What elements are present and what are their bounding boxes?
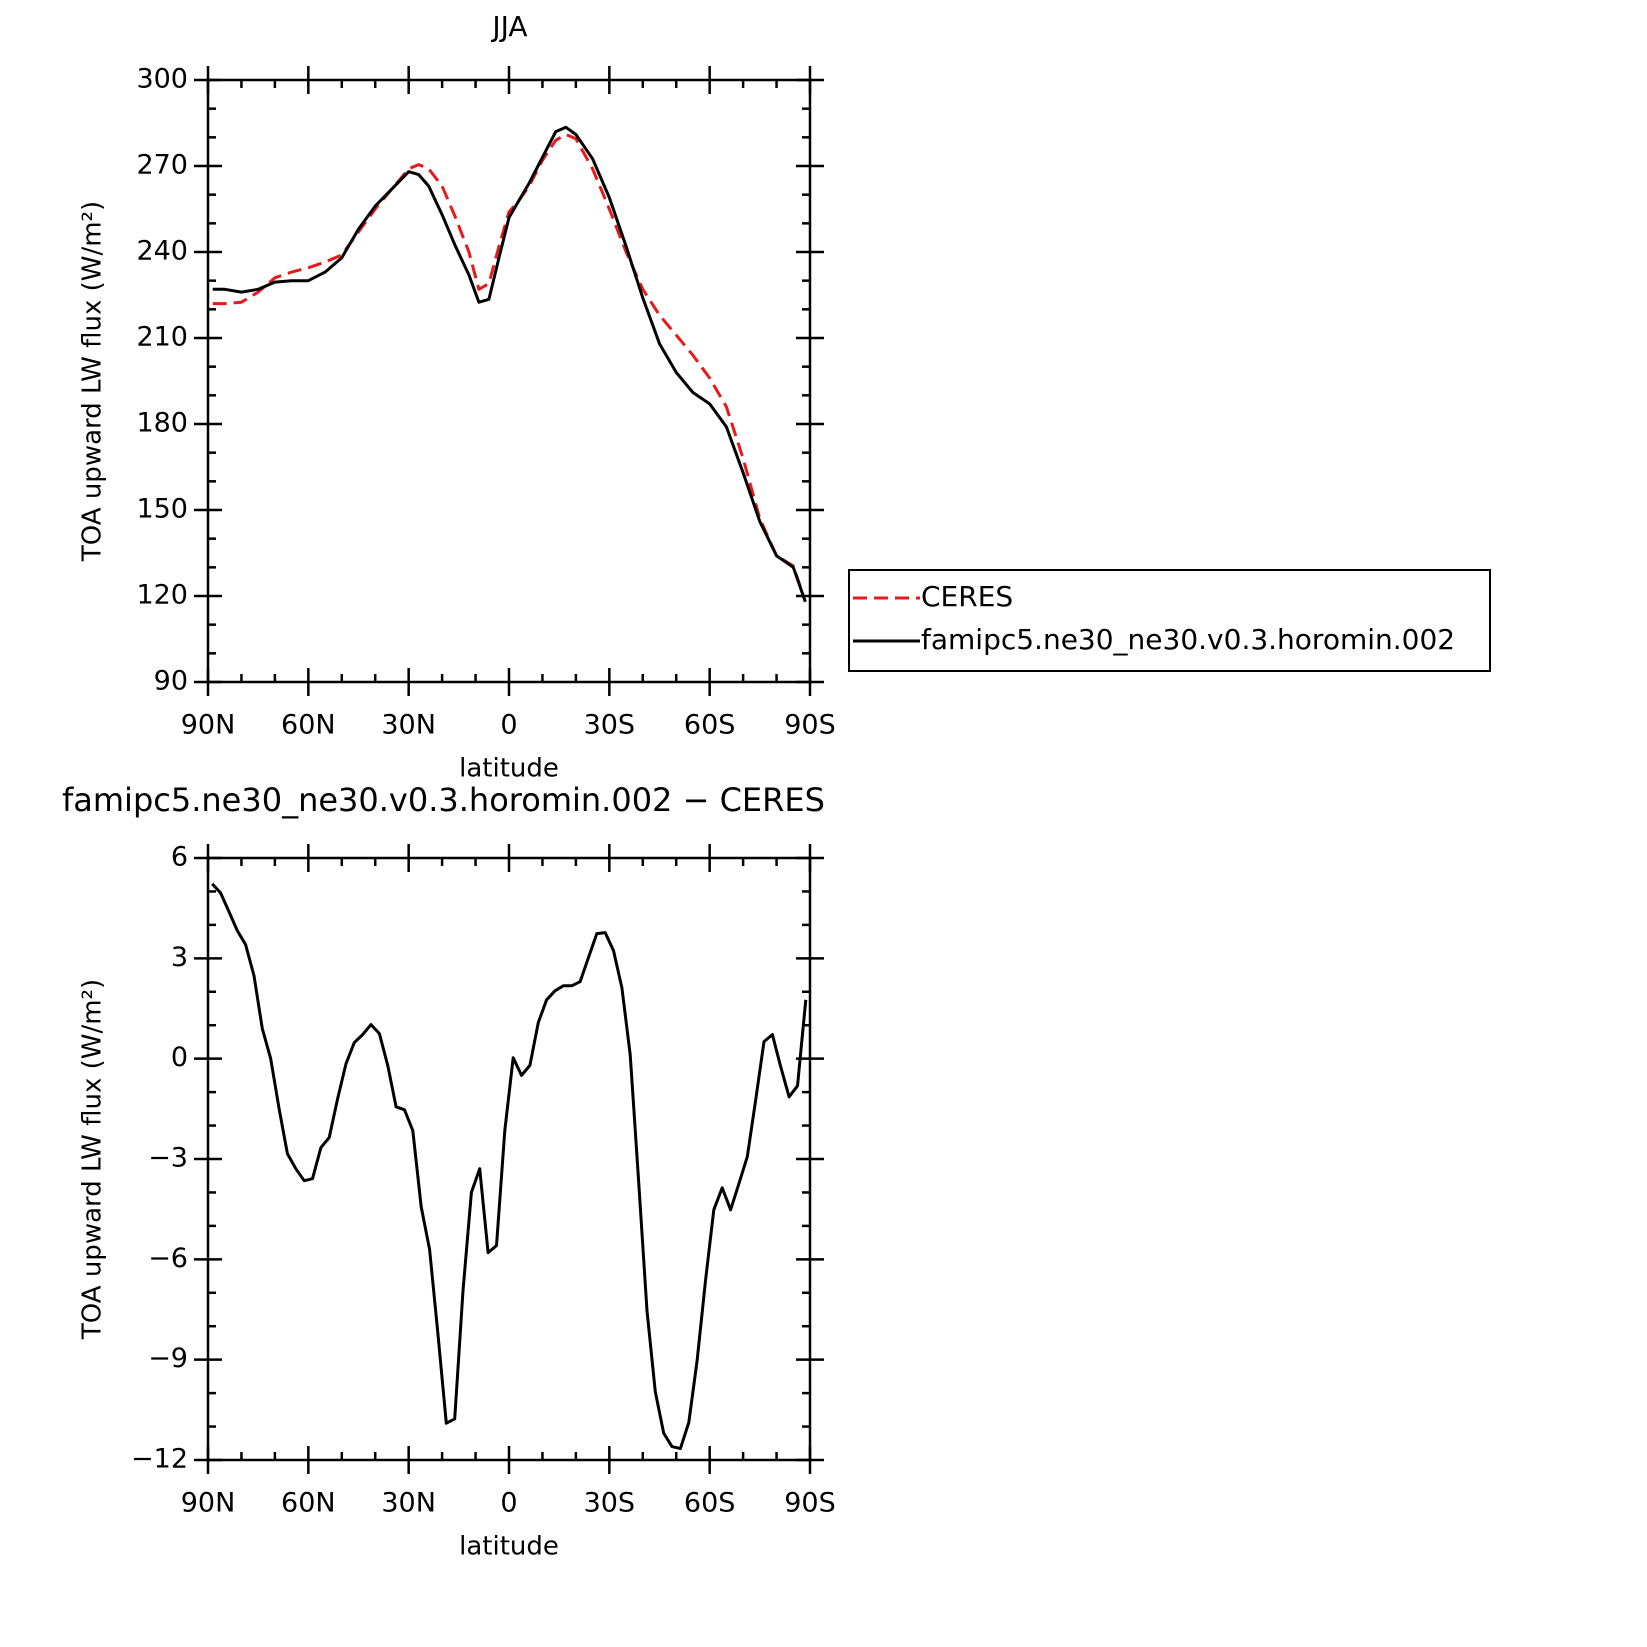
x-tick-label: 0 — [500, 710, 517, 741]
x-tick-label: 60N — [281, 710, 336, 741]
y-tick-label: 0 — [171, 1042, 188, 1073]
x-tick-label: 60S — [684, 710, 736, 741]
x-tick-label: 60N — [281, 1488, 336, 1519]
y-tick-label: −12 — [131, 1444, 188, 1475]
legend-box — [848, 569, 1491, 672]
y-tick-label: 6 — [171, 842, 188, 873]
plot-frame — [206, 856, 812, 1462]
x-axis-label: latitude — [459, 754, 559, 784]
y-tick-label: 240 — [136, 236, 188, 267]
x-tick-label: 60S — [684, 1488, 736, 1519]
x-axis-label: latitude — [459, 1532, 559, 1562]
y-tick-label: −6 — [148, 1243, 188, 1274]
y-tick-label: 270 — [136, 150, 188, 181]
y-tick-label: 150 — [136, 494, 188, 525]
y-tick-label: −3 — [148, 1143, 188, 1174]
y-tick-label: 90 — [154, 666, 188, 697]
y-tick-label: 3 — [171, 942, 188, 973]
y-tick-label: 300 — [136, 64, 188, 95]
chart-title: JJA — [490, 10, 527, 43]
y-tick-label: −9 — [148, 1343, 188, 1374]
legend-label: CERES — [921, 580, 1013, 613]
x-tick-label: 30S — [584, 1488, 636, 1519]
legend: CERES famipc5.ne30_ne30.v0.3.horomin.002 — [848, 569, 1491, 672]
x-tick-label: 0 — [500, 1488, 517, 1519]
chart-title: famipc5.ne30_ne30.v0.3.horomin.002 − CER… — [62, 781, 825, 819]
series-line — [212, 125, 807, 603]
y-axis-label: TOA upward LW flux (W/m²) — [78, 201, 108, 562]
series-line — [212, 133, 807, 603]
x-tick-label: 30S — [584, 710, 636, 741]
y-tick-label: 120 — [136, 580, 188, 611]
y-axis-label: TOA upward LW flux (W/m²) — [78, 979, 108, 1340]
plot-frame — [206, 78, 812, 684]
x-tick-label: 30N — [381, 1488, 436, 1519]
y-tick-label: 210 — [136, 322, 188, 353]
y-tick-label: 180 — [136, 408, 188, 439]
x-tick-label: 90S — [784, 710, 836, 741]
x-tick-label: 90S — [784, 1488, 836, 1519]
x-tick-label: 90N — [181, 1488, 236, 1519]
series-line — [211, 882, 808, 1451]
x-tick-label: 90N — [181, 710, 236, 741]
x-tick-label: 30N — [381, 710, 436, 741]
legend-label: famipc5.ne30_ne30.v0.3.horomin.002 — [921, 623, 1455, 656]
